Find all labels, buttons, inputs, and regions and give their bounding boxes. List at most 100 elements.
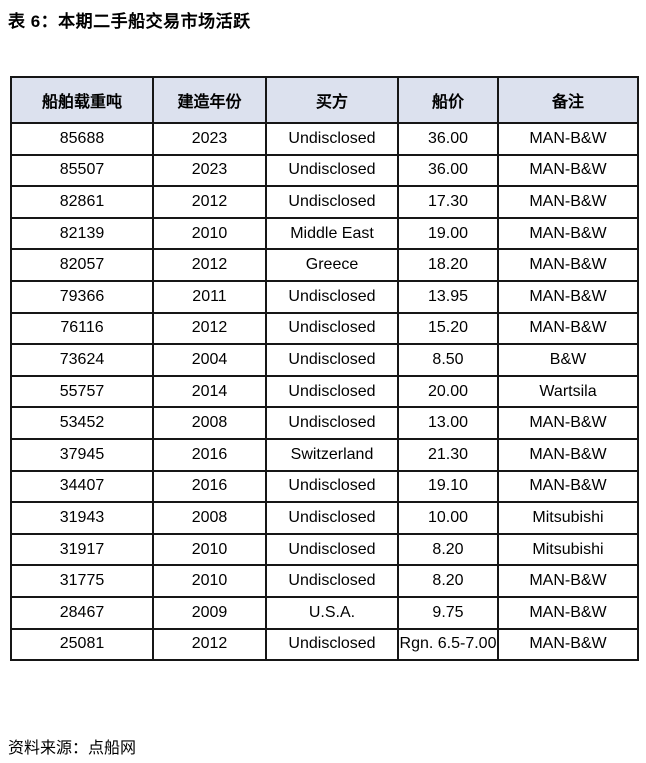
- table-row: 82057 2012 Greece 18.20 MAN-B&W: [10, 248, 639, 282]
- column-header-1: 建造年份: [152, 76, 267, 124]
- column-header-2: 买方: [265, 76, 399, 124]
- table-cell: MAN-B&W: [497, 564, 639, 598]
- table-cell: Undisclosed: [265, 343, 399, 377]
- table-row: 82861 2012 Undisclosed 17.30 MAN-B&W: [10, 185, 639, 219]
- table-cell: 25081: [10, 627, 154, 662]
- table-row: 28467 2009 U.S.A. 9.75 MAN-B&W: [10, 595, 639, 630]
- table-cell: 2010: [152, 532, 267, 567]
- table-cell: MAN-B&W: [497, 437, 639, 472]
- table-cell: 13.95: [397, 279, 499, 314]
- table-row: 37945 2016 Switzerland 21.30 MAN-B&W: [10, 437, 639, 472]
- table-cell: 82139: [10, 216, 154, 251]
- table-title: 表 6：本期二手船交易市场活跃: [8, 12, 251, 31]
- table-cell: Middle East: [265, 216, 399, 251]
- table-cell: 2012: [152, 311, 267, 346]
- column-header-3: 船价: [397, 76, 499, 124]
- table-cell: 36.00: [397, 122, 499, 156]
- table-cell: MAN-B&W: [497, 153, 639, 188]
- table-header-row: 船舶载重吨 建造年份 买方 船价 备注: [10, 76, 639, 124]
- table-cell: Undisclosed: [265, 185, 399, 219]
- table-row: 25081 2012 Undisclosed Rgn. 6.5-7.00 MAN-B&W: [10, 627, 639, 662]
- table-cell: 76116: [10, 311, 154, 346]
- table-cell: MAN-B&W: [497, 122, 639, 156]
- table-cell: Mitsubishi: [497, 501, 639, 535]
- table-cell: 20.00: [397, 374, 499, 409]
- table-cell: 2010: [152, 216, 267, 251]
- table-cell: 36.00: [397, 153, 499, 188]
- table-cell: MAN-B&W: [497, 406, 639, 440]
- table-row: 76116 2012 Undisclosed 15.20 MAN-B&W: [10, 311, 639, 346]
- table-cell: 2012: [152, 248, 267, 282]
- table-row: 31917 2010 Undisclosed 8.20 Mitsubishi: [10, 532, 639, 567]
- table-cell: 85507: [10, 153, 154, 188]
- table-cell: 17.30: [397, 185, 499, 219]
- table-row: 55757 2014 Undisclosed 20.00 Wartsila: [10, 374, 639, 409]
- table-cell: 31775: [10, 564, 154, 598]
- table-cell: 10.00: [397, 501, 499, 535]
- table-row: 34407 2016 Undisclosed 19.10 MAN-B&W: [10, 469, 639, 504]
- table-cell: 31917: [10, 532, 154, 567]
- table-cell: MAN-B&W: [497, 185, 639, 219]
- source-note: 资料来源：点船网: [8, 740, 137, 757]
- table-cell: 18.20: [397, 248, 499, 282]
- table-cell: 2011: [152, 279, 267, 314]
- table-cell: 82057: [10, 248, 154, 282]
- table-row: 73624 2004 Undisclosed 8.50 B&W: [10, 343, 639, 377]
- column-header-0: 船舶载重吨: [10, 76, 154, 124]
- table-cell: 85688: [10, 122, 154, 156]
- table-cell: 2016: [152, 469, 267, 504]
- table-row: 31943 2008 Undisclosed 10.00 Mitsubishi: [10, 501, 639, 535]
- table-cell: 9.75: [397, 595, 499, 630]
- table-cell: MAN-B&W: [497, 216, 639, 251]
- table-cell: MAN-B&W: [497, 469, 639, 504]
- table-cell: 2012: [152, 627, 267, 662]
- table-body: 85688 2023 Undisclosed 36.00 MAN-B&W 85507 202…: [10, 122, 639, 662]
- table-cell: Switzerland: [265, 437, 399, 472]
- table-cell: MAN-B&W: [497, 595, 639, 630]
- table-cell: 34407: [10, 469, 154, 504]
- table-cell: 82861: [10, 185, 154, 219]
- table-cell: MAN-B&W: [497, 248, 639, 282]
- table-row: 85688 2023 Undisclosed 36.00 MAN-B&W: [10, 122, 639, 156]
- table-cell: Mitsubishi: [497, 532, 639, 567]
- table-row: 53452 2008 Undisclosed 13.00 MAN-B&W: [10, 406, 639, 440]
- table-cell: Undisclosed: [265, 153, 399, 188]
- table-cell: 21.30: [397, 437, 499, 472]
- table-cell: Undisclosed: [265, 469, 399, 504]
- table-cell: 19.10: [397, 469, 499, 504]
- table-cell: 2010: [152, 564, 267, 598]
- table-cell: 2023: [152, 153, 267, 188]
- table-cell: MAN-B&W: [497, 279, 639, 314]
- table-cell: Undisclosed: [265, 122, 399, 156]
- table-cell: 31943: [10, 501, 154, 535]
- table-cell: Wartsila: [497, 374, 639, 409]
- table-cell: Undisclosed: [265, 564, 399, 598]
- table-cell: Undisclosed: [265, 406, 399, 440]
- table-cell: U.S.A.: [265, 595, 399, 630]
- table-cell: 19.00: [397, 216, 499, 251]
- table-cell: 2014: [152, 374, 267, 409]
- table-cell: 55757: [10, 374, 154, 409]
- table-cell: MAN-B&W: [497, 311, 639, 346]
- table-cell: 2008: [152, 501, 267, 535]
- table-cell: 15.20: [397, 311, 499, 346]
- table-cell: Undisclosed: [265, 374, 399, 409]
- table-cell: Greece: [265, 248, 399, 282]
- table-cell: Undisclosed: [265, 311, 399, 346]
- table-cell: 8.50: [397, 343, 499, 377]
- table-row: 31775 2010 Undisclosed 8.20 MAN-B&W: [10, 564, 639, 598]
- table-row: 79366 2011 Undisclosed 13.95 MAN-B&W: [10, 279, 639, 314]
- second-hand-ship-sales-table: 船舶载重吨 建造年份 买方 船价 备注 85688 2023 Undisclosed 36.0…: [10, 76, 639, 662]
- table-cell: 2009: [152, 595, 267, 630]
- table-header: 船舶载重吨 建造年份 买方 船价 备注: [10, 76, 639, 124]
- table-cell: 2023: [152, 122, 267, 156]
- table-cell: 73624: [10, 343, 154, 377]
- table-cell: 8.20: [397, 564, 499, 598]
- table-cell: 2008: [152, 406, 267, 440]
- table-cell: MAN-B&W: [497, 627, 639, 662]
- table-cell: 8.20: [397, 532, 499, 567]
- table-cell: Rgn. 6.5-7.00: [397, 627, 499, 662]
- table-cell: 53452: [10, 406, 154, 440]
- table-cell: B&W: [497, 343, 639, 377]
